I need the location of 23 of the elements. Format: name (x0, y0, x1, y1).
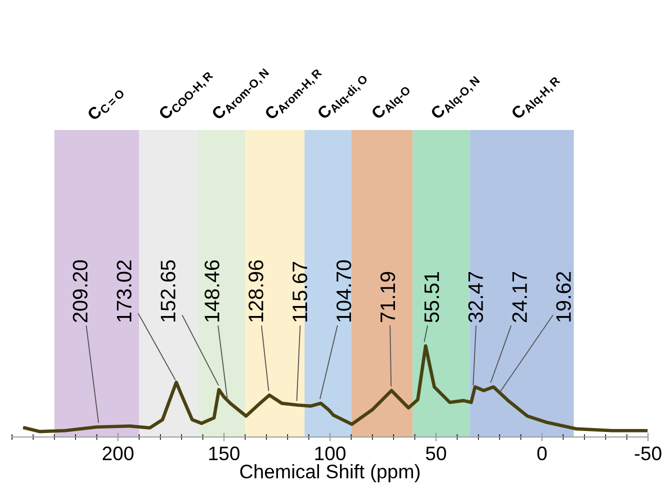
annotation: 148.46 (204, 260, 220, 322)
annotation: 32.47 (468, 272, 484, 322)
x-tick-label: 100 (315, 446, 346, 460)
band-label: C$_{C=O}$ (86, 84, 125, 123)
annotation: 209.20 (72, 260, 88, 322)
annotation: 152.65 (160, 260, 176, 322)
x-axis-title: Chemical Shift (ppm) (240, 464, 420, 482)
annotation: 71.19 (380, 272, 396, 322)
x-tick-label: 0 (537, 446, 547, 460)
annotation: 173.02 (116, 260, 132, 322)
annotation: 128.96 (248, 260, 264, 322)
x-tick-label: 200 (102, 446, 134, 460)
x-tick-label: 50 (426, 446, 446, 460)
annotation: 115.67 (292, 262, 308, 322)
annotation: 24.17 (512, 272, 527, 322)
x-tick-label: -50 (634, 446, 662, 460)
band-label: C$_{Alq-O,N}$ (430, 72, 482, 124)
annotation: 55.51 (424, 272, 440, 322)
band-label: C$_{Alq-H,R}$ (510, 72, 562, 124)
band-label: C$_{Alq-O}$ (370, 81, 413, 124)
annotation: 19.62 (556, 272, 571, 322)
annotation: 104.70 (336, 260, 352, 322)
x-tick-label: 150 (209, 446, 240, 460)
